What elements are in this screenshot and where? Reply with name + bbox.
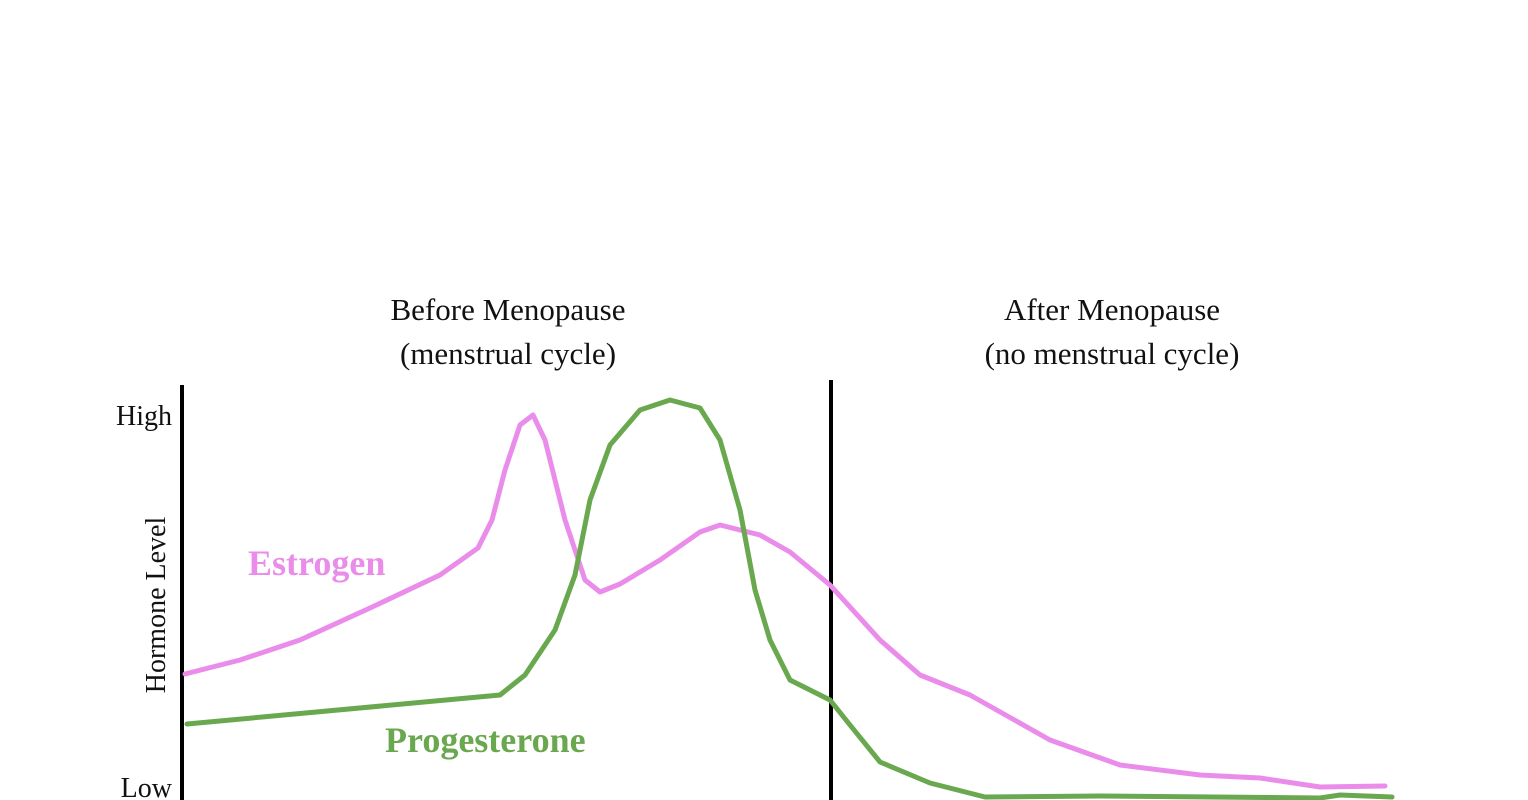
progesterone-curve — [184, 397, 1395, 800]
curve-label: Estrogen — [248, 543, 385, 583]
axis-title: Hormone Level — [141, 517, 172, 694]
axis-low-label: Low — [121, 773, 173, 800]
estrogen-curve — [182, 412, 1388, 790]
header-subtitle: (no menstrual cycle) — [985, 336, 1240, 371]
curve-label: Progesterone — [385, 720, 586, 760]
axis-high-label: High — [116, 401, 172, 432]
header-title: Before Menopause — [391, 292, 626, 327]
header-title: After Menopause — [1004, 292, 1220, 327]
header-subtitle: (menstrual cycle) — [400, 336, 616, 371]
